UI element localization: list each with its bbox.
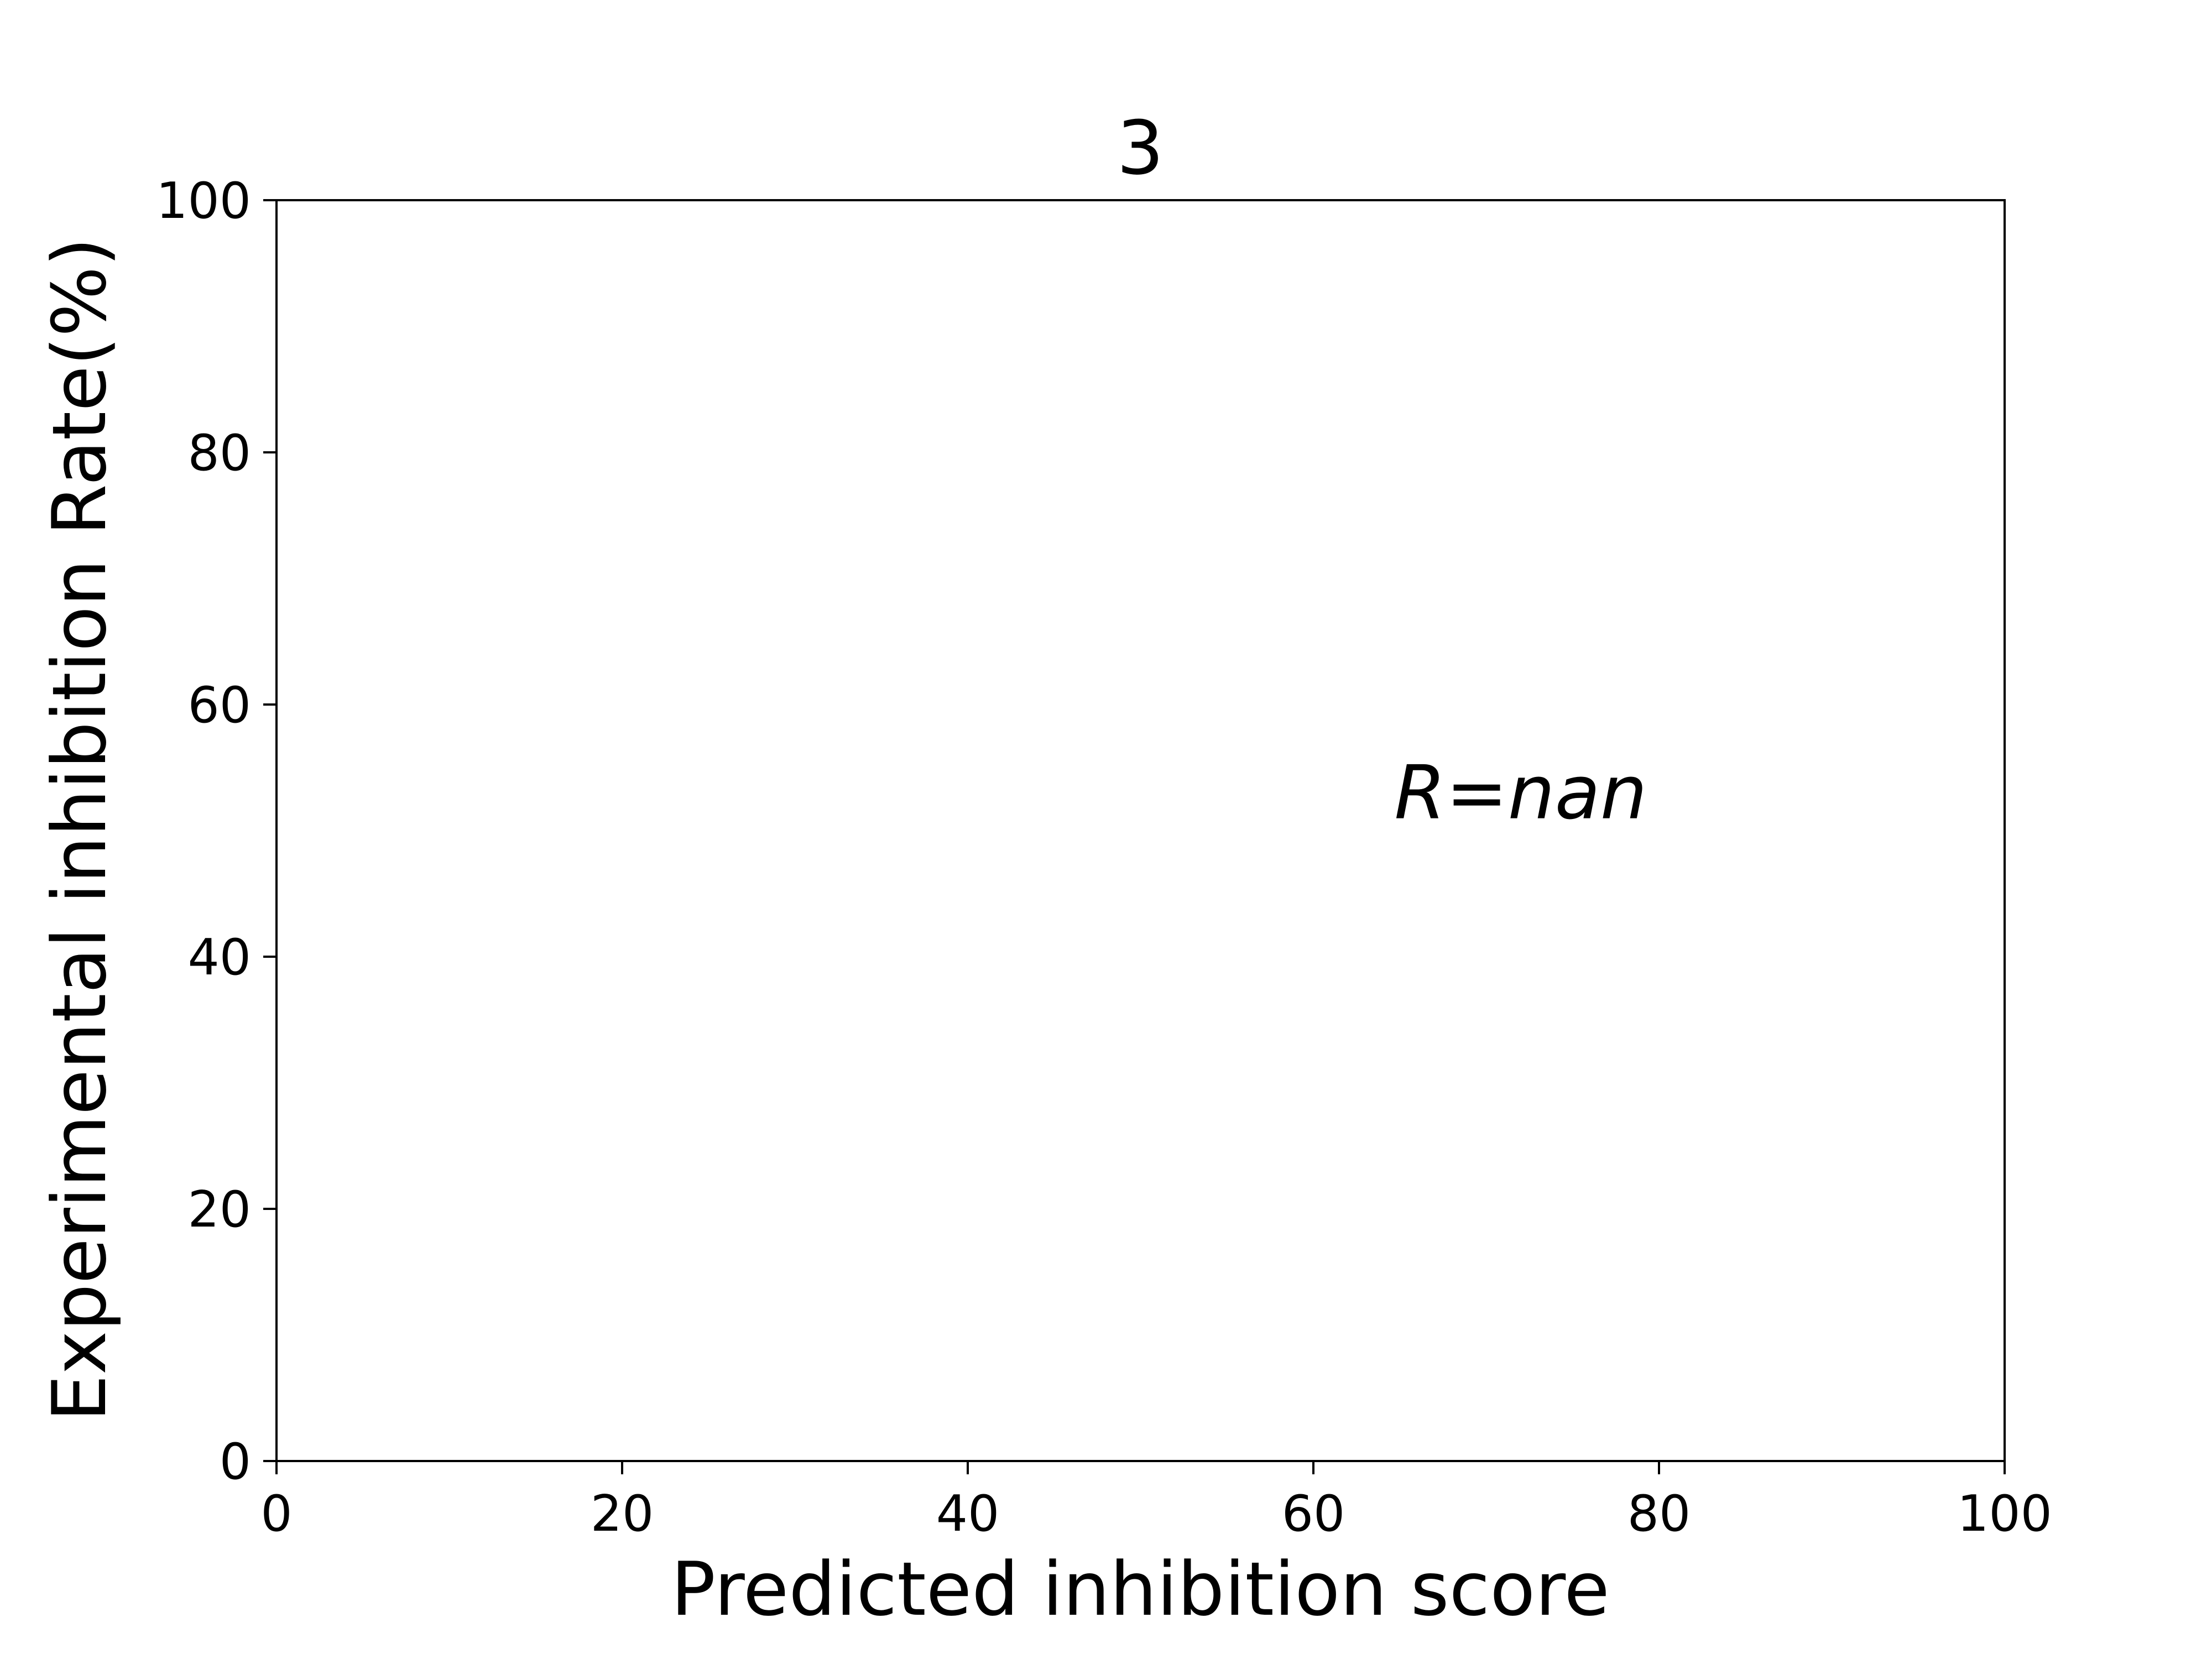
y-tick-label: 60	[187, 676, 251, 734]
x-axis-label: Predicted inhibition score	[671, 1546, 1610, 1632]
y-tick-label: 20	[187, 1181, 251, 1239]
y-tick-label: 80	[187, 424, 251, 482]
x-tick-label: 20	[591, 1485, 654, 1543]
x-tick-label: 60	[1282, 1485, 1345, 1543]
x-tick-label: 80	[1627, 1485, 1691, 1543]
plot-area	[276, 200, 2005, 1461]
y-tick-label: 0	[220, 1433, 251, 1491]
x-axis-ticks: 0 20 40 60 80 100	[260, 1461, 2052, 1543]
plot-frame	[275, 199, 2006, 1462]
y-tick-label: 40	[187, 928, 251, 987]
x-tick-label: 0	[260, 1485, 292, 1543]
x-tick-label: 40	[936, 1485, 1000, 1543]
r-value-annotation: R=nan	[1394, 750, 1647, 836]
y-axis-ticks: 0 20 40 60 80 100	[156, 172, 276, 1491]
y-tick-label: 100	[156, 172, 251, 230]
chart-title: 3	[1117, 105, 1164, 191]
x-tick-label: 100	[1957, 1485, 2052, 1543]
y-axis-label: Experimental inhibition Rate(%)	[36, 237, 123, 1421]
